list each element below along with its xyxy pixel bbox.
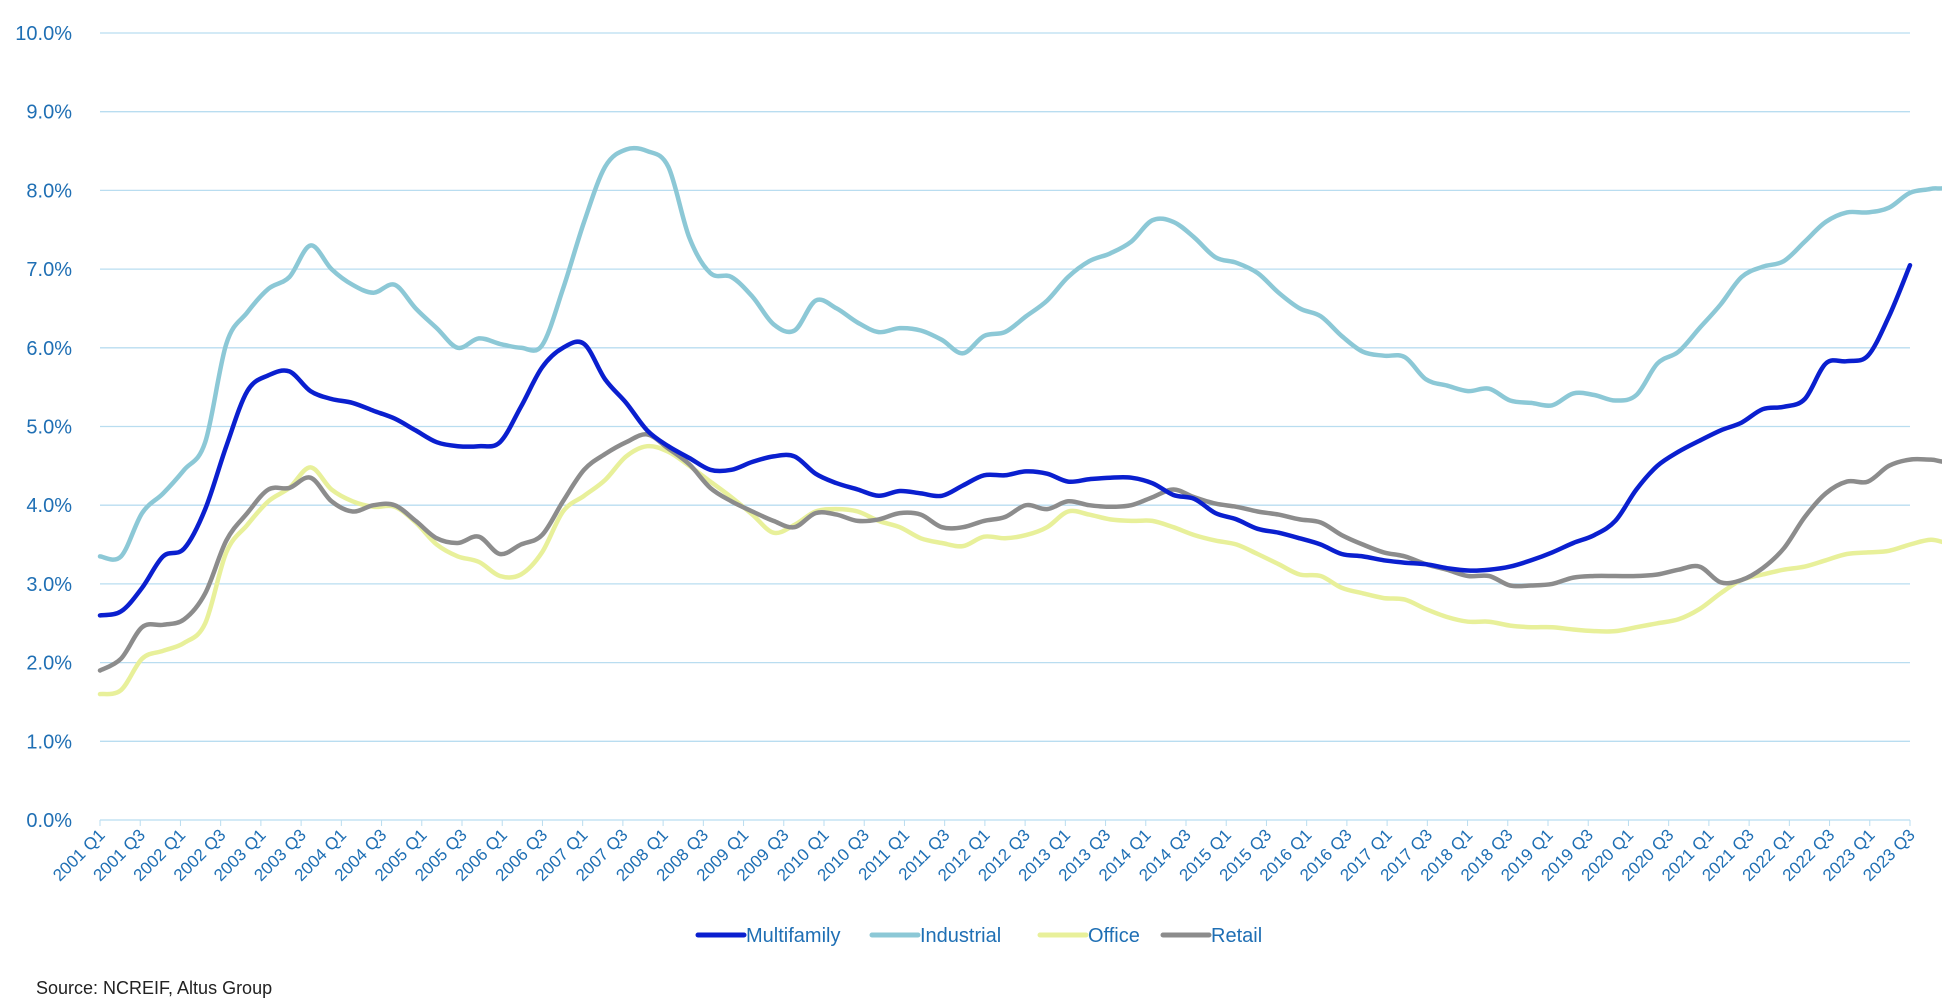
legend-label: Retail	[1211, 925, 1262, 947]
legend-item-retail: Retail	[1160, 925, 1262, 947]
y-axis: 0.0% 1.0% 2.0% 3.0% 4.0% 5.0% 6.0% 7.0% 8.0% 9.0%…	[15, 23, 72, 832]
y-tick-label: 7.0%	[26, 259, 72, 281]
source-note: Source: NCREIF, Altus Group	[36, 978, 273, 998]
legend-label: Industrial	[920, 925, 1001, 947]
legend-item-industrial: Industrial	[869, 925, 1001, 947]
y-tick-label: 3.0%	[26, 574, 72, 596]
series-line-retail	[97, 432, 1942, 673]
legend-item-office: Office	[1037, 925, 1140, 947]
series-line-office	[97, 443, 1942, 697]
y-tick-label: 0.0%	[26, 810, 72, 832]
legend-label: Office	[1088, 925, 1140, 947]
legend: Multifamily Industrial Office Retail	[695, 925, 1262, 947]
legend-item-multifamily: Multifamily	[695, 925, 840, 947]
y-tick-label: 2.0%	[26, 653, 72, 675]
y-tick-label: 10.0%	[15, 23, 72, 45]
y-tick-label: 6.0%	[26, 338, 72, 360]
series-line-industrial	[97, 145, 1942, 562]
y-tick-label: 1.0%	[26, 731, 72, 753]
y-tick-label: 9.0%	[26, 102, 72, 124]
series-lines	[97, 145, 1942, 697]
gridlines	[100, 32, 1910, 821]
y-tick-label: 5.0%	[26, 417, 72, 439]
legend-label: Multifamily	[746, 925, 840, 947]
series-line-multifamily	[97, 262, 1913, 618]
y-tick-label: 4.0%	[26, 495, 72, 517]
y-tick-label: 8.0%	[26, 180, 72, 202]
